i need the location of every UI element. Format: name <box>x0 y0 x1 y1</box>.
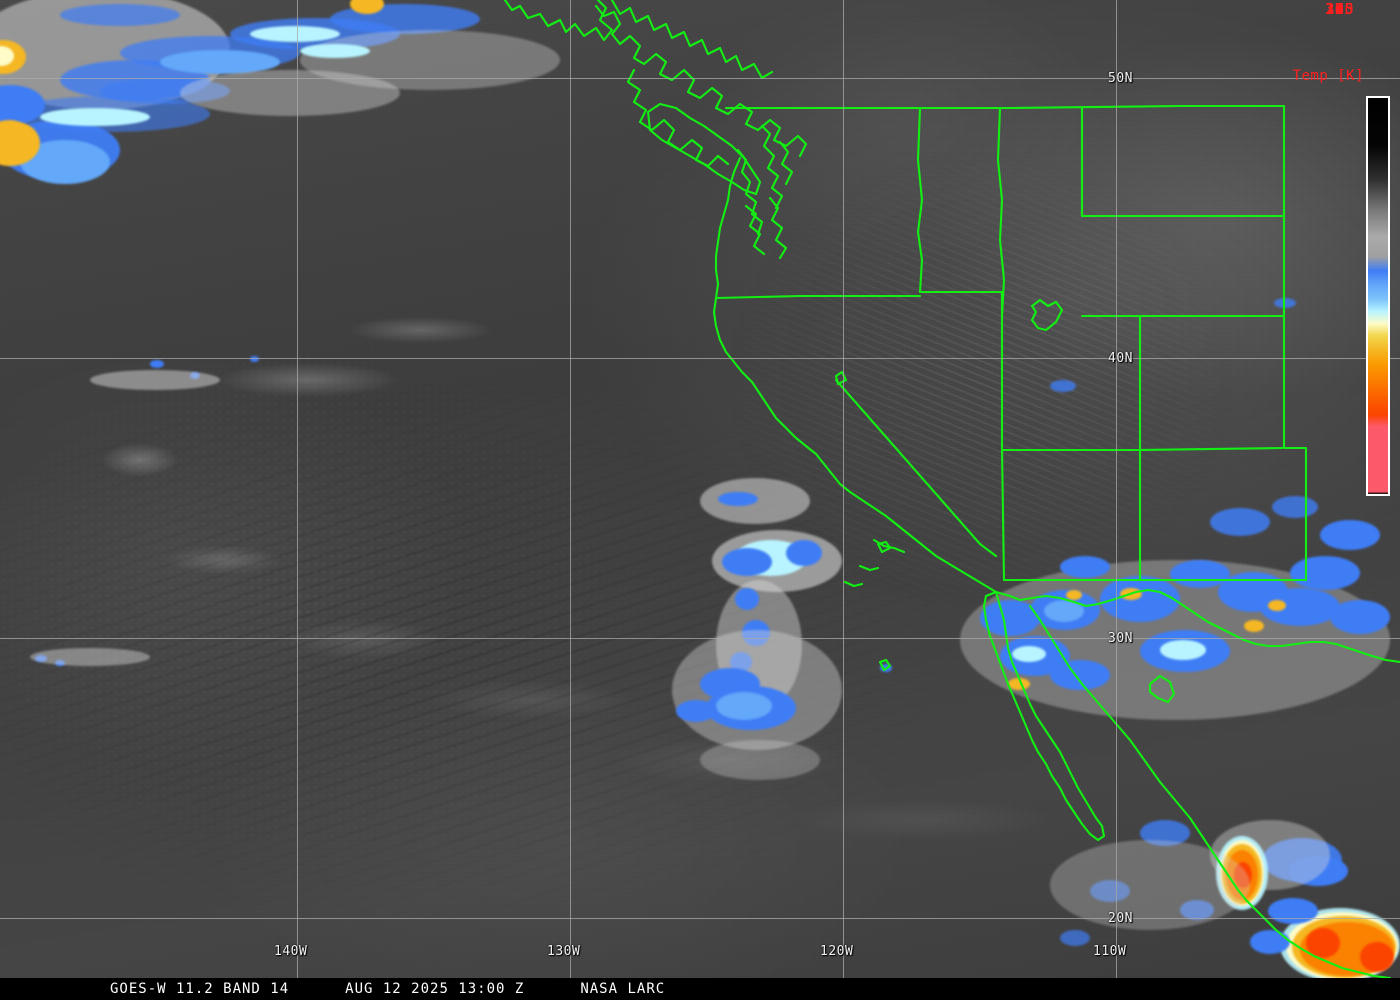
colorbar-frame <box>1366 96 1390 496</box>
colorbar-gradient <box>1368 98 1388 494</box>
colorbar-tick-175: 175 <box>1325 0 1354 18</box>
colorbar-tick-305: 305 <box>1325 0 1354 18</box>
longitude-line-140w <box>297 0 298 978</box>
lat-label-50n: 50N <box>1108 71 1133 86</box>
colorbar-tick-245: 245 <box>1325 0 1354 18</box>
latitude-line-40n <box>0 358 1400 359</box>
caption-source: NASA LARC <box>580 981 666 997</box>
colorbar-tick-195: 195 <box>1325 0 1354 18</box>
colorbar-tick-325: 325 <box>1325 0 1354 18</box>
lat-label-30n: 30N <box>1108 631 1133 646</box>
caption-satellite: GOES-W 11.2 BAND 14 <box>110 981 290 997</box>
colorbar-tick-205: 205 <box>1325 0 1354 18</box>
colorbar-tick-165: 165 <box>1325 0 1354 18</box>
caption-bar: GOES-W 11.2 BAND 14 AUG 12 2025 13:00 Z … <box>0 978 1400 1000</box>
latitude-line-20n <box>0 918 1400 919</box>
longitude-line-130w <box>570 0 571 978</box>
lon-label-120w: 120W <box>820 944 854 959</box>
latitude-line-30n <box>0 638 1400 639</box>
colorbar-tick-265: 265 <box>1325 0 1354 18</box>
lon-label-110w: 110W <box>1093 944 1127 959</box>
caption-datetime: AUG 12 2025 13:00 Z <box>345 981 525 997</box>
colorbar-tick-295: 295 <box>1325 0 1354 18</box>
colorbar-frame-wrap <box>1366 96 1390 496</box>
colorbar-title: Temp [K] <box>1292 68 1364 84</box>
lon-label-140w: 140W <box>274 944 308 959</box>
colorbar-tick-315: 315 <box>1325 0 1354 18</box>
colorbar-tick-225: 225 <box>1325 0 1354 18</box>
lat-label-20n: 20N <box>1108 911 1133 926</box>
colorbar-tick-215: 215 <box>1325 0 1354 18</box>
longitude-line-110w <box>1116 0 1117 978</box>
lon-label-130w: 130W <box>547 944 581 959</box>
longitude-line-120w <box>843 0 844 978</box>
lat-label-40n: 40N <box>1108 351 1133 366</box>
colorbar-tick-255: 255 <box>1325 0 1354 18</box>
colorbar-tick-185: 185 <box>1325 0 1354 18</box>
latitude-line-50n <box>0 78 1400 79</box>
colorbar-tick-275: 275 <box>1325 0 1354 18</box>
colorbar-tick-235: 235 <box>1325 0 1354 18</box>
colorbar-tick-330: 330 <box>1325 0 1354 18</box>
colorbar-tick-285: 285 <box>1325 0 1354 18</box>
